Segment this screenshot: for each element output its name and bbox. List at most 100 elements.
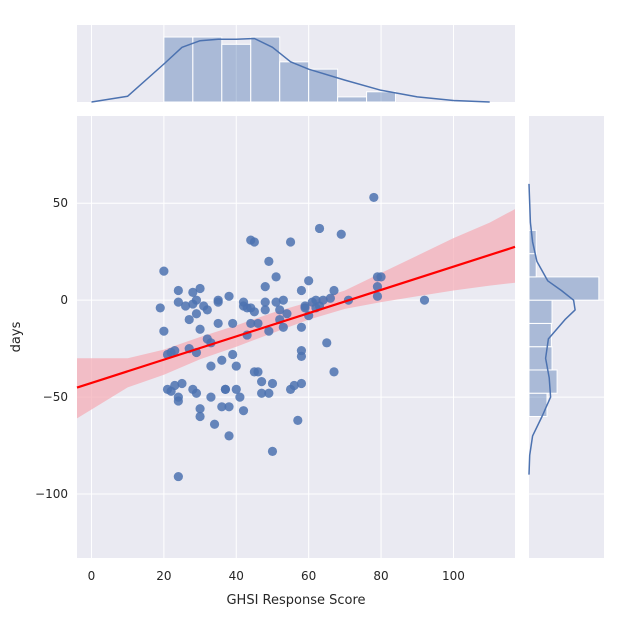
y-histogram-bar bbox=[528, 253, 537, 278]
scatter-point bbox=[329, 285, 339, 296]
y-tick-label: 0 bbox=[60, 293, 68, 307]
scatter-point bbox=[322, 338, 332, 348]
scatter-point bbox=[264, 256, 274, 266]
scatter-point bbox=[231, 361, 241, 371]
scatter-point bbox=[213, 318, 223, 329]
scatter-point bbox=[228, 318, 238, 329]
scatter-point bbox=[155, 303, 165, 313]
scatter-point bbox=[184, 314, 194, 325]
scatter-point bbox=[238, 406, 249, 416]
scatter-point bbox=[191, 309, 202, 319]
scatter-point bbox=[173, 471, 183, 482]
scatter-point bbox=[231, 384, 241, 394]
scatter-point bbox=[209, 419, 220, 429]
scatter-point bbox=[170, 345, 180, 356]
x-histogram-bar bbox=[221, 43, 252, 103]
scatter-point bbox=[289, 380, 299, 391]
scatter-point bbox=[159, 326, 169, 336]
scatter-point bbox=[264, 326, 274, 336]
scatter-point bbox=[224, 402, 234, 412]
scatter-point bbox=[191, 295, 202, 305]
right-marginal-background bbox=[529, 116, 604, 558]
scatter-point bbox=[195, 324, 205, 334]
x-histogram-bar bbox=[337, 96, 368, 103]
scatter-point bbox=[228, 349, 238, 360]
scatter-point bbox=[278, 322, 288, 332]
x-histogram-bar bbox=[192, 36, 223, 103]
scatter-point bbox=[253, 318, 263, 329]
scatter-point bbox=[257, 388, 267, 398]
y-tick-label: 50 bbox=[53, 196, 68, 210]
scatter-point bbox=[282, 309, 292, 319]
scatter-point bbox=[195, 404, 205, 414]
scatter-point bbox=[264, 388, 274, 398]
scatter-point bbox=[257, 376, 267, 387]
y-tick-label: −100 bbox=[35, 487, 68, 501]
y-axis-label: days bbox=[9, 321, 24, 352]
y-histogram-bar bbox=[528, 299, 553, 324]
scatter-point bbox=[296, 351, 307, 361]
scatter-point bbox=[177, 378, 187, 389]
scatter-point bbox=[217, 355, 227, 365]
x-tick-label: 20 bbox=[156, 569, 171, 583]
scatter-point bbox=[195, 283, 205, 294]
scatter-point bbox=[267, 378, 278, 389]
scatter-points bbox=[155, 192, 430, 482]
scatter-point bbox=[304, 276, 314, 286]
scatter-point bbox=[300, 301, 310, 311]
scatter-point bbox=[253, 367, 263, 377]
tick-labels: 0 20 40 60 80 100 −100 −50 0 50 bbox=[35, 196, 465, 583]
scatter-point bbox=[325, 293, 335, 303]
x-histogram-bar bbox=[308, 68, 339, 103]
scatter-point bbox=[296, 322, 307, 332]
scatter-point bbox=[217, 402, 227, 412]
scatter-point bbox=[296, 285, 307, 296]
y-histogram-bar bbox=[528, 369, 558, 394]
scatter-point bbox=[376, 272, 386, 282]
regression-line bbox=[76, 245, 516, 389]
x-tick-label: 80 bbox=[373, 569, 388, 583]
regression-confidence-band bbox=[77, 209, 515, 419]
scatter-point bbox=[260, 281, 270, 292]
scatter-point bbox=[318, 295, 328, 305]
y-histogram-bar bbox=[528, 276, 600, 301]
scatter-point bbox=[372, 291, 383, 301]
scatter-point bbox=[271, 272, 281, 282]
scatter-point bbox=[260, 297, 270, 307]
scatter-point bbox=[235, 392, 245, 402]
scatter-point bbox=[191, 388, 202, 398]
y-kde-curve bbox=[528, 183, 576, 475]
scatter-point bbox=[213, 297, 223, 307]
scatter-point bbox=[372, 281, 383, 292]
x-histogram-bar bbox=[366, 91, 397, 103]
main-plot-background bbox=[77, 116, 515, 558]
scatter-point bbox=[206, 392, 216, 402]
x-histogram-bar bbox=[250, 36, 281, 103]
scatter-point bbox=[249, 237, 259, 247]
x-axis-label: GHSI Response Score bbox=[226, 593, 365, 608]
x-kde-curve bbox=[91, 37, 490, 103]
scatter-point bbox=[293, 415, 303, 425]
scatter-point bbox=[285, 237, 296, 247]
scatter-point bbox=[224, 291, 234, 301]
scatter-point bbox=[188, 287, 198, 298]
scatter-point bbox=[159, 266, 169, 276]
scatter-point bbox=[369, 192, 379, 203]
y-histogram-bar bbox=[528, 346, 553, 371]
scatter-point bbox=[173, 396, 183, 406]
scatter-point bbox=[206, 361, 216, 371]
scatter-point bbox=[202, 305, 212, 315]
scatter-point bbox=[278, 295, 288, 305]
x-tick-label: 100 bbox=[442, 569, 465, 583]
scatter-point bbox=[271, 297, 281, 307]
scatter-point bbox=[173, 285, 183, 296]
scatter-point bbox=[260, 305, 270, 315]
scatter-point bbox=[275, 305, 285, 315]
scatter-point bbox=[336, 229, 346, 239]
confidence-band-layer bbox=[77, 209, 515, 419]
scatter-point bbox=[329, 367, 339, 377]
scatter-point bbox=[249, 307, 259, 317]
marginal-kde-curves bbox=[91, 37, 576, 475]
marginal-histograms bbox=[163, 36, 600, 417]
